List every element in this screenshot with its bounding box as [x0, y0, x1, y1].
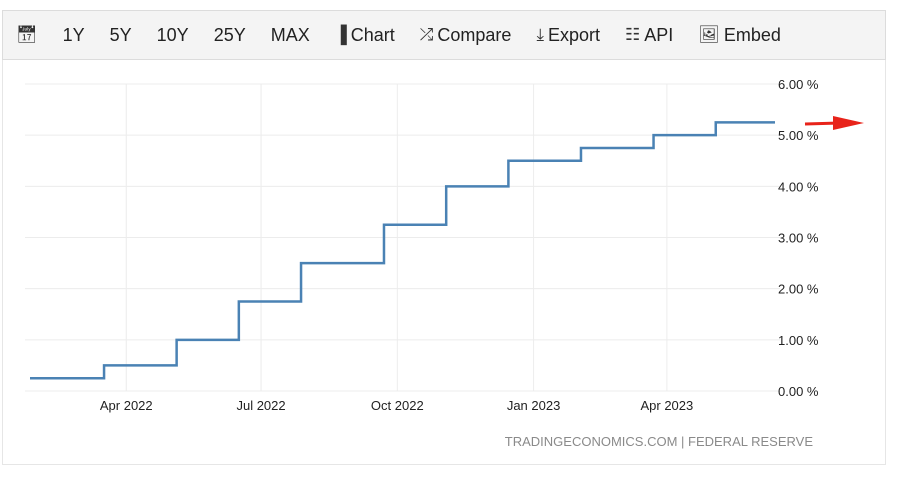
compare-label: Compare: [437, 24, 512, 45]
calendar-icon[interactable]: 📅︎: [16, 25, 38, 44]
compare-button[interactable]: ⤮ Compare: [420, 25, 512, 46]
shuffle-icon: ⤮: [419, 25, 434, 44]
range-5y[interactable]: 5Y: [109, 24, 132, 45]
x-tick-label: Apr 2022: [100, 398, 153, 413]
embed-button[interactable]: 🖼︎ Embed: [698, 25, 781, 46]
red-arrow-annotation: [804, 116, 864, 130]
range-10y[interactable]: 10Y: [156, 24, 189, 45]
y-tick-label: 0.00 %: [778, 384, 819, 399]
y-tick-label: 1.00 %: [778, 333, 819, 348]
chart-button[interactable]: ▐ Chart: [335, 25, 395, 46]
toolbar: 📅︎ 1Y 5Y 10Y 25Y MAX ▐ Chart ⤮ Compare ⤓ Ex…: [2, 10, 886, 60]
export-label: Export: [547, 24, 600, 45]
y-tick-label: 3.00 %: [778, 231, 819, 246]
y-tick-label: 2.00 %: [778, 282, 819, 297]
x-tick-label: Jul 2022: [236, 398, 285, 413]
range-1y[interactable]: 1Y: [62, 24, 85, 45]
y-tick-label: 5.00 %: [778, 128, 819, 143]
x-tick-label: Jan 2023: [507, 398, 561, 413]
grid-icon: ☷: [624, 25, 641, 44]
api-label: API: [644, 24, 674, 45]
embed-label: Embed: [723, 24, 781, 45]
export-button[interactable]: ⤓ Export: [536, 25, 600, 46]
image-icon: 🖼︎: [698, 25, 720, 44]
range-25y[interactable]: 25Y: [213, 24, 246, 45]
chart-label: Chart: [350, 24, 395, 45]
x-tick-label: Oct 2022: [371, 398, 424, 413]
chart-panel: [2, 60, 886, 465]
download-icon: ⤓: [536, 25, 544, 44]
bar-chart-icon: ▐: [334, 25, 347, 44]
range-max[interactable]: MAX: [270, 24, 310, 45]
x-tick-label: Apr 2023: [640, 398, 693, 413]
source-label: TRADINGECONOMICS.COM | FEDERAL RESERVE: [505, 434, 814, 449]
y-tick-label: 4.00 %: [778, 179, 819, 194]
rate-series-line: [30, 121, 775, 380]
y-tick-label: 6.00 %: [778, 77, 819, 92]
api-button[interactable]: ☷ API: [625, 25, 673, 46]
